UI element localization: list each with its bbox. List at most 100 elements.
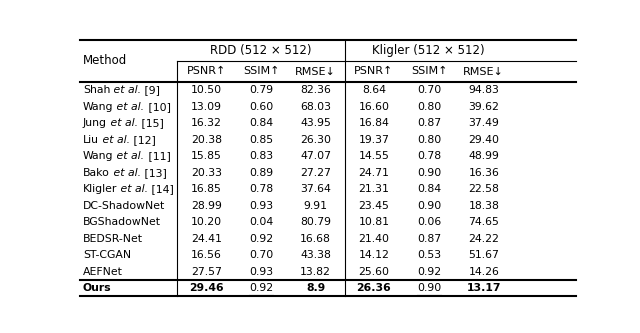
- Text: 24.41: 24.41: [191, 234, 222, 244]
- Text: 21.31: 21.31: [358, 184, 389, 194]
- Text: [9]: [9]: [141, 85, 161, 95]
- Text: 29.46: 29.46: [189, 283, 224, 293]
- Text: 20.38: 20.38: [191, 135, 222, 145]
- Text: 47.07: 47.07: [300, 151, 331, 161]
- Text: 80.79: 80.79: [300, 217, 331, 227]
- Text: 29.40: 29.40: [468, 135, 499, 145]
- Text: 16.60: 16.60: [358, 102, 389, 112]
- Text: 0.79: 0.79: [249, 85, 273, 95]
- Text: 14.12: 14.12: [358, 250, 389, 260]
- Text: 94.83: 94.83: [468, 85, 499, 95]
- Text: 10.81: 10.81: [358, 217, 389, 227]
- Text: SSIM↑: SSIM↑: [243, 67, 279, 77]
- Text: PSNR↑: PSNR↑: [354, 67, 394, 77]
- Text: Kligler: Kligler: [83, 184, 117, 194]
- Text: [12]: [12]: [130, 135, 156, 145]
- Text: 37.49: 37.49: [468, 118, 499, 128]
- Text: 0.53: 0.53: [417, 250, 441, 260]
- Text: 0.90: 0.90: [417, 283, 442, 293]
- Text: 0.90: 0.90: [417, 201, 442, 211]
- Text: 22.58: 22.58: [468, 184, 499, 194]
- Text: 43.95: 43.95: [300, 118, 331, 128]
- Text: RDD (512 × 512): RDD (512 × 512): [211, 44, 312, 57]
- Text: 0.87: 0.87: [417, 118, 441, 128]
- Text: et al.: et al.: [99, 135, 130, 145]
- Text: 0.80: 0.80: [417, 135, 442, 145]
- Text: AEFNet: AEFNet: [83, 267, 123, 277]
- Text: 82.36: 82.36: [300, 85, 331, 95]
- Text: 21.40: 21.40: [358, 234, 389, 244]
- Text: RMSE↓: RMSE↓: [295, 67, 336, 77]
- Text: [14]: [14]: [148, 184, 174, 194]
- Text: 0.84: 0.84: [249, 118, 273, 128]
- Text: 0.78: 0.78: [249, 184, 273, 194]
- Text: Kligler (512 × 512): Kligler (512 × 512): [372, 44, 484, 57]
- Text: SSIM↑: SSIM↑: [411, 67, 447, 77]
- Text: 0.93: 0.93: [249, 201, 273, 211]
- Text: Ours: Ours: [83, 283, 111, 293]
- Text: ST-CGAN: ST-CGAN: [83, 250, 131, 260]
- Text: 43.38: 43.38: [300, 250, 331, 260]
- Text: 0.06: 0.06: [417, 217, 442, 227]
- Text: 15.85: 15.85: [191, 151, 222, 161]
- Text: 27.57: 27.57: [191, 267, 222, 277]
- Text: 68.03: 68.03: [300, 102, 331, 112]
- Text: [13]: [13]: [141, 168, 167, 178]
- Text: 0.92: 0.92: [417, 267, 441, 277]
- Text: et al.: et al.: [110, 168, 141, 178]
- Text: 16.32: 16.32: [191, 118, 222, 128]
- Text: 0.04: 0.04: [249, 217, 273, 227]
- Text: 23.45: 23.45: [358, 201, 389, 211]
- Text: 0.85: 0.85: [249, 135, 273, 145]
- Text: 0.80: 0.80: [417, 102, 442, 112]
- Text: et al.: et al.: [113, 151, 145, 161]
- Text: 37.64: 37.64: [300, 184, 331, 194]
- Text: 8.64: 8.64: [362, 85, 386, 95]
- Text: 10.50: 10.50: [191, 85, 222, 95]
- Text: BGShadowNet: BGShadowNet: [83, 217, 161, 227]
- Text: et al.: et al.: [113, 102, 145, 112]
- Text: 0.92: 0.92: [249, 283, 273, 293]
- Text: 26.30: 26.30: [300, 135, 331, 145]
- Text: 51.67: 51.67: [468, 250, 499, 260]
- Text: 0.87: 0.87: [417, 234, 441, 244]
- Text: Liu: Liu: [83, 135, 99, 145]
- Text: 16.36: 16.36: [468, 168, 499, 178]
- Text: 9.91: 9.91: [303, 201, 328, 211]
- Text: 0.70: 0.70: [417, 85, 442, 95]
- Text: 0.78: 0.78: [417, 151, 441, 161]
- Text: Shah: Shah: [83, 85, 110, 95]
- Text: 24.22: 24.22: [468, 234, 499, 244]
- Text: Bako: Bako: [83, 168, 110, 178]
- Text: 0.84: 0.84: [417, 184, 441, 194]
- Text: 13.17: 13.17: [467, 283, 501, 293]
- Text: 0.60: 0.60: [249, 102, 273, 112]
- Text: 14.55: 14.55: [358, 151, 389, 161]
- Text: 13.09: 13.09: [191, 102, 222, 112]
- Text: 20.33: 20.33: [191, 168, 222, 178]
- Text: 0.83: 0.83: [249, 151, 273, 161]
- Text: 16.68: 16.68: [300, 234, 331, 244]
- Text: 27.27: 27.27: [300, 168, 331, 178]
- Text: 25.60: 25.60: [358, 267, 389, 277]
- Text: 0.90: 0.90: [417, 168, 442, 178]
- Text: Jung: Jung: [83, 118, 107, 128]
- Text: 10.20: 10.20: [191, 217, 222, 227]
- Text: 19.37: 19.37: [358, 135, 389, 145]
- Text: 24.71: 24.71: [358, 168, 389, 178]
- Text: 48.99: 48.99: [468, 151, 499, 161]
- Text: et al.: et al.: [110, 85, 141, 95]
- Text: Method: Method: [83, 55, 127, 68]
- Text: 18.38: 18.38: [468, 201, 499, 211]
- Text: DC-ShadowNet: DC-ShadowNet: [83, 201, 165, 211]
- Text: RMSE↓: RMSE↓: [463, 67, 504, 77]
- Text: [10]: [10]: [145, 102, 171, 112]
- Text: 16.84: 16.84: [358, 118, 389, 128]
- Text: 0.70: 0.70: [249, 250, 273, 260]
- Text: 26.36: 26.36: [356, 283, 391, 293]
- Text: et al.: et al.: [107, 118, 138, 128]
- Text: 16.56: 16.56: [191, 250, 222, 260]
- Text: 39.62: 39.62: [468, 102, 499, 112]
- Text: PSNR↑: PSNR↑: [187, 67, 226, 77]
- Text: 0.92: 0.92: [249, 234, 273, 244]
